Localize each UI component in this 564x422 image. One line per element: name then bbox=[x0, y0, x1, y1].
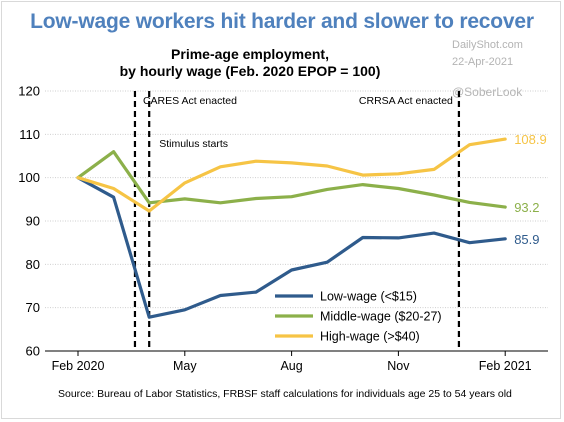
source-note: Source: Bureau of Labor Statistics, FRBS… bbox=[58, 388, 512, 400]
y-tick-label: 90 bbox=[26, 214, 40, 229]
watermark-handle: @SoberLook bbox=[452, 85, 523, 99]
watermark-site: DailyShot.com bbox=[452, 39, 523, 51]
chart-headline: Low-wage workers hit harder and slower t… bbox=[30, 10, 534, 33]
end-value-label: 85.9 bbox=[514, 232, 539, 247]
y-tick-label: 80 bbox=[26, 257, 40, 272]
chart-subtitle: by hourly wage (Feb. 2020 EPOP = 100) bbox=[119, 63, 381, 79]
y-tick-label: 60 bbox=[26, 344, 40, 359]
legend-label: High-wage (>$40) bbox=[320, 330, 420, 344]
chart-title: Prime-age employment, bbox=[171, 46, 329, 62]
x-tick-label: Feb 2021 bbox=[479, 359, 532, 373]
y-tick-label: 70 bbox=[26, 300, 40, 315]
annotation-label: Stimulus starts bbox=[159, 138, 228, 150]
series-line bbox=[76, 150, 507, 209]
series-line bbox=[76, 137, 507, 213]
watermark-date: 22-Apr-2021 bbox=[452, 56, 514, 68]
legend-label: Low-wage (<$15) bbox=[320, 290, 417, 304]
y-tick-label: 100 bbox=[18, 170, 40, 185]
x-tick-label: Nov bbox=[387, 359, 410, 373]
annotation-label: CARES Act enacted bbox=[143, 95, 237, 107]
end-value-label: 93.2 bbox=[514, 200, 539, 215]
legend-label: Middle-wage ($20-27) bbox=[320, 310, 442, 324]
annotation-label: CRRSA Act enacted bbox=[359, 95, 453, 107]
y-tick-label: 120 bbox=[18, 84, 40, 99]
end-value-label: 108.9 bbox=[514, 132, 547, 147]
x-tick-label: Aug bbox=[280, 359, 302, 373]
x-tick-label: Feb 2020 bbox=[52, 359, 105, 373]
x-tick-label: May bbox=[173, 359, 197, 373]
chart-title-block: Prime-age employment, by hourly wage (Fe… bbox=[100, 46, 400, 80]
y-tick-label: 110 bbox=[19, 127, 40, 142]
series-line bbox=[76, 176, 507, 319]
